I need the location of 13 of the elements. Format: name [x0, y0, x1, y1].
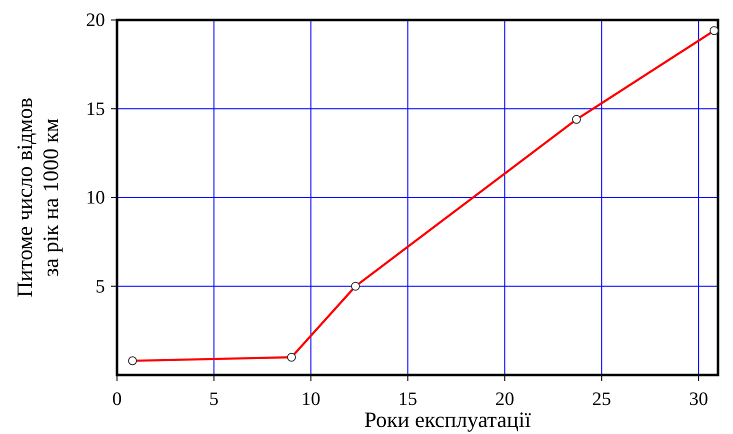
y-tick-label: 10	[86, 188, 105, 208]
x-tick-label: 30	[689, 389, 708, 410]
x-tick-label: 25	[592, 389, 612, 410]
x-tick-label: 5	[209, 389, 219, 410]
y-tick-label: 20	[86, 10, 105, 31]
x-tick-label: 20	[495, 389, 514, 410]
y-tick-label: 5	[96, 276, 105, 298]
y-tick-label: 15	[86, 98, 105, 120]
x-axis-title: Роки експлуатації	[364, 407, 532, 432]
x-tick-label: 15	[398, 389, 418, 410]
y-axis-title: Питоме число відмов за рік на 1000 км	[12, 98, 63, 298]
x-tick-label: 10	[301, 389, 320, 410]
x-tick-label: 0	[112, 389, 122, 410]
